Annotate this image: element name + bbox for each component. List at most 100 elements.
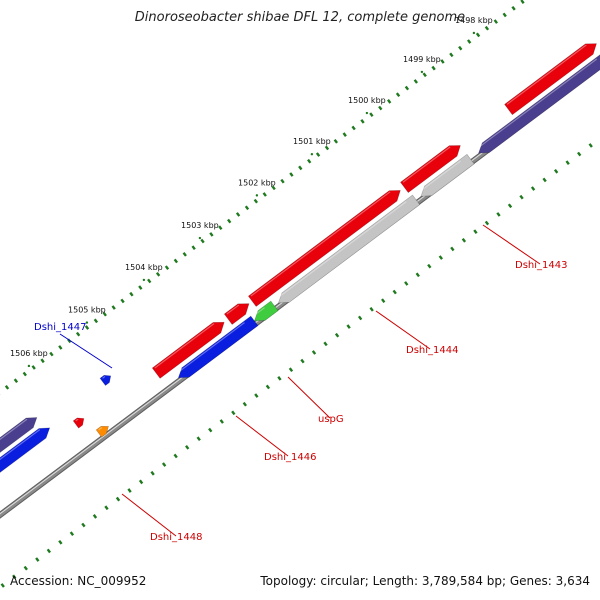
gene-feature-gray-long[interactable]: [277, 194, 421, 304]
tick-major-dot: [420, 70, 424, 74]
tick-major-dot: [310, 153, 314, 156]
inner-tick: [577, 151, 582, 157]
outer-tick: [22, 371, 27, 377]
inner-tick: [104, 505, 109, 511]
outer-tick: [200, 238, 205, 244]
inner-tick: [265, 384, 271, 390]
tick-major-dot: [365, 111, 369, 115]
gene-feature-red-long[interactable]: [247, 190, 401, 307]
inner-tick: [461, 237, 467, 243]
outer-tick: [475, 32, 481, 38]
outer-tick: [289, 172, 294, 177]
gene-label: uspG: [318, 414, 344, 425]
gene-feature-green-usp[interactable]: [253, 300, 279, 322]
inner-tick: [115, 496, 121, 502]
tick-major-dot: [85, 321, 89, 324]
inner-tick: [92, 514, 98, 519]
gene-feature-red-small[interactable]: [223, 303, 250, 325]
gene-feature-blue-tiny[interactable]: [99, 375, 112, 386]
inner-tick: [185, 445, 190, 450]
outer-tick: [209, 232, 214, 237]
inner-tick: [173, 453, 178, 459]
outer-tick: [324, 145, 330, 151]
outer-tick: [484, 25, 490, 31]
gene-feature-gray-upper[interactable]: [420, 153, 475, 197]
accession-text: Accession: NC_009952: [10, 574, 147, 588]
outer-tick: [93, 318, 99, 324]
inner-tick: [542, 177, 547, 183]
inner-tick: [242, 401, 247, 407]
gene-feature-red-tiny[interactable]: [72, 417, 85, 429]
tick-major-dot: [472, 31, 476, 35]
gene-feature-red-lower[interactable]: [151, 321, 225, 379]
gene-label: Dshi_1443: [515, 260, 567, 271]
gene-feature-top-right-red[interactable]: [504, 43, 597, 116]
inner-tick: [392, 289, 397, 295]
inner-tick: [12, 574, 17, 580]
outer-tick: [449, 52, 454, 58]
inner-tick: [311, 350, 317, 355]
gene-feature-top-right-navy[interactable]: [478, 52, 600, 154]
tick-label: 1501 kbp: [293, 137, 331, 146]
gene-feature-left-blue[interactable]: [0, 427, 51, 476]
gene-feature-red-upper[interactable]: [400, 145, 461, 194]
leader-line: [375, 310, 431, 350]
outer-tick: [227, 218, 232, 224]
outer-tick: [75, 331, 81, 337]
gene-feature-blue-lower[interactable]: [177, 315, 259, 379]
outer-tick: [387, 99, 392, 104]
inner-tick: [58, 539, 63, 545]
outer-tick: [493, 19, 498, 24]
tick-label: 1504 kbp: [125, 263, 163, 272]
outer-tick: [138, 285, 143, 290]
outer-tick: [458, 45, 463, 51]
gene-feature-shine: [98, 427, 103, 431]
inner-tick: [553, 168, 559, 174]
inner-tick: [196, 436, 201, 442]
inner-tick: [427, 263, 432, 269]
outer-tick: [378, 105, 383, 111]
inner-tick: [219, 419, 224, 424]
outer-tick: [235, 212, 241, 217]
outer-tick: [502, 12, 507, 18]
gene-feature-orange-tiny[interactable]: [95, 426, 109, 438]
outer-tick: [333, 138, 338, 144]
tick-label: 1500 kbp: [348, 96, 386, 105]
gene-feature-shine: [252, 307, 265, 317]
inner-tick: [484, 220, 490, 226]
outer-tick: [4, 385, 10, 390]
outer-tick: [315, 152, 321, 157]
inner-tick: [496, 212, 501, 217]
outer-tick: [431, 65, 436, 71]
leader-line: [235, 415, 289, 457]
outer-tick: [511, 5, 516, 11]
gene-features[interactable]: [0, 43, 600, 476]
inner-tick: [565, 160, 570, 165]
gene-feature-shine: [250, 191, 391, 297]
label-leader-lines: [59, 224, 541, 537]
outer-tick: [182, 252, 187, 257]
genome-title: Dinoroseobacter shibae DFL 12, complete …: [134, 10, 466, 25]
inner-tick: [46, 548, 52, 554]
outer-tick: [404, 85, 410, 91]
outer-tick: [520, 0, 525, 4]
inner-tick: [381, 298, 386, 304]
inner-tick: [208, 427, 213, 433]
inner-tick: [127, 488, 132, 493]
inner-tick: [23, 565, 28, 571]
inner-tick: [519, 194, 524, 200]
gene-feature-left-navy[interactable]: [0, 417, 38, 463]
outer-tick: [395, 92, 401, 98]
inner-tick: [357, 315, 363, 321]
tick-label: 1502 kbp: [238, 178, 276, 187]
leader-line: [121, 493, 177, 537]
gene-feature-shine: [506, 44, 587, 105]
gene-label: Dshi_1448: [150, 532, 202, 543]
tick-label: 1499 kbp: [403, 55, 441, 64]
inner-tick: [438, 255, 443, 260]
inner-tick: [588, 143, 593, 148]
inner-tick: [138, 479, 144, 485]
outer-tick: [102, 311, 107, 317]
inner-tick: [0, 583, 5, 588]
